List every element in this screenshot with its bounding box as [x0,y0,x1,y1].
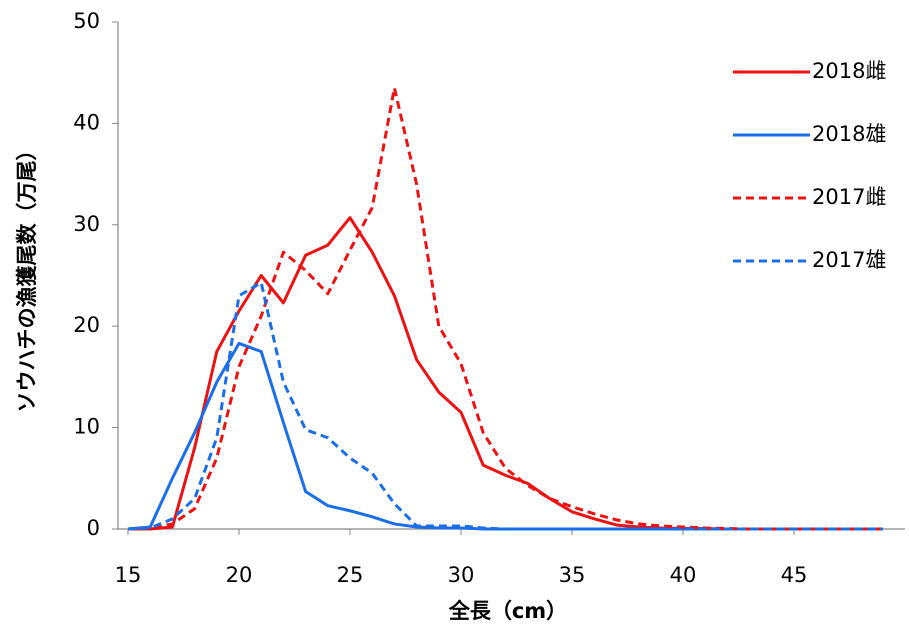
y-tick-label: 10 [73,415,100,439]
x-tick-label: 35 [559,563,586,587]
series-line [128,216,883,531]
x-axis-title: 全長（cm） [448,599,567,623]
x-tick-label: 45 [781,563,808,587]
legend-label: 2018雄 [812,122,886,146]
y-tick-label: 40 [73,110,100,134]
x-tick-label: 20 [226,563,253,587]
y-tick-label: 20 [73,313,100,337]
x-tick-label: 25 [337,563,364,587]
legend-label: 2017雌 [812,185,886,209]
y-tick-label: 50 [73,9,100,33]
series-line [127,281,883,531]
legend-label: 2018雌 [812,59,886,83]
x-tick-label: 30 [448,563,475,587]
y-axis-title: ソウハチの漁獲尾数（万尾） [15,140,39,413]
legend-label: 2017雄 [812,248,886,272]
y-tick-label: 0 [87,516,100,540]
series-line [127,341,883,531]
x-tick-label: 40 [670,563,697,587]
x-tick-label: 15 [115,563,142,587]
y-tick-label: 30 [73,212,100,236]
